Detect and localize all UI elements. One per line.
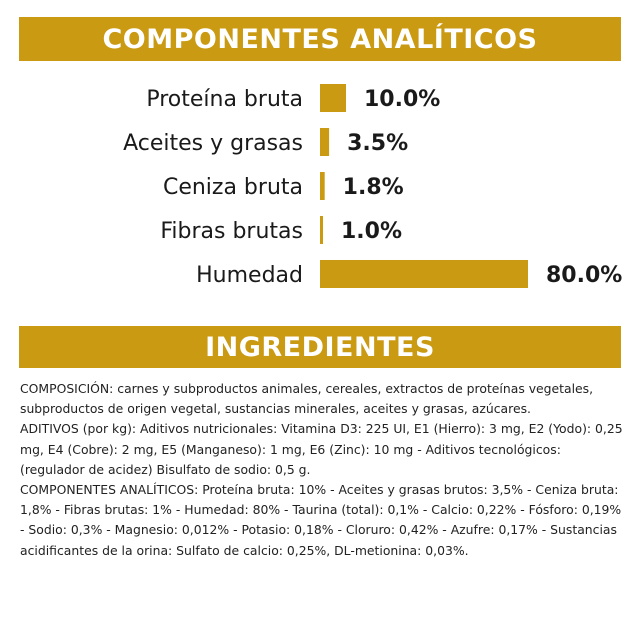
additives-paragraph: ADITIVOS (por kg): Aditivos nutricionale… [20,421,623,477]
analytic-components-paragraph: COMPONENTES ANALÍTICOS: Proteína bruta: … [20,482,622,558]
bar [320,128,330,156]
analytic-components-title: COMPONENTES ANALÍTICOS [102,24,538,55]
bar [320,260,528,288]
category-label: Fibras brutas [160,219,303,244]
analytic-components-chart: Proteína bruta 10.0% Aceites y grasas 3.5% C… [123,84,622,288]
bar [320,216,323,244]
bar [320,84,346,112]
value-label: 80.0% [546,263,622,288]
value-label: 1.8% [343,175,404,200]
value-label: 10.0% [364,87,440,112]
ingredients-title: INGREDIENTES [205,332,435,363]
category-label: Aceites y grasas [123,131,303,156]
category-label: Proteína bruta [146,87,303,112]
ingredients-banner: INGREDIENTES [19,326,621,368]
value-label: 3.5% [347,131,408,156]
category-label: Humedad [196,263,303,288]
analytic-components-banner: COMPONENTES ANALÍTICOS [19,17,621,61]
bar [320,172,325,200]
composition-paragraph: COMPOSICIÓN: carnes y subproductos anima… [20,381,594,417]
category-label: Ceniza bruta [163,175,303,200]
value-label: 1.0% [341,219,402,244]
ingredients-text: COMPOSICIÓN: carnes y subproductos anima… [20,379,624,561]
